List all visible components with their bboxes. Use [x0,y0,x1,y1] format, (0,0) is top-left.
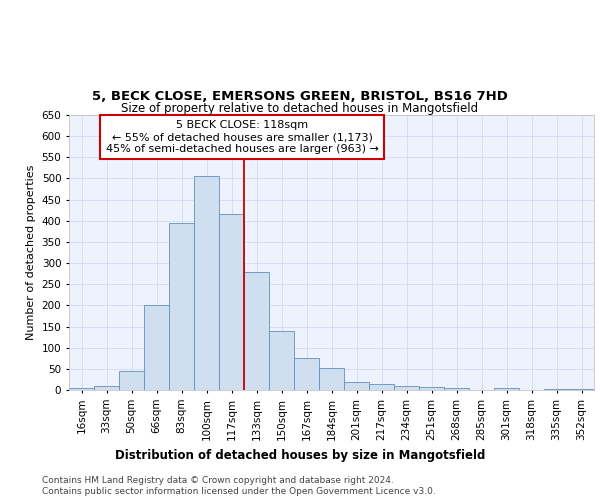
Bar [119,371,144,390]
Bar [269,331,294,390]
Bar [369,384,394,390]
Text: Distribution of detached houses by size in Mangotsfield: Distribution of detached houses by size … [115,450,485,462]
Bar [344,382,369,390]
Bar [69,388,94,390]
Text: 5 BECK CLOSE: 118sqm
← 55% of detached houses are smaller (1,173)
45% of semi-de: 5 BECK CLOSE: 118sqm ← 55% of detached h… [106,120,379,154]
Y-axis label: Number of detached properties: Number of detached properties [26,165,36,340]
Bar [569,389,594,390]
Text: Contains HM Land Registry data © Crown copyright and database right 2024.: Contains HM Land Registry data © Crown c… [42,476,394,485]
Bar [544,389,569,390]
Bar [94,386,119,390]
Bar [194,176,219,390]
Bar [244,272,269,390]
Bar [219,214,244,390]
Bar [144,306,169,390]
Bar [444,388,469,390]
Text: 5, BECK CLOSE, EMERSONS GREEN, BRISTOL, BS16 7HD: 5, BECK CLOSE, EMERSONS GREEN, BRISTOL, … [92,90,508,102]
Bar [294,358,319,390]
Bar [169,223,194,390]
Text: Size of property relative to detached houses in Mangotsfield: Size of property relative to detached ho… [121,102,479,115]
Bar [319,368,344,390]
Bar [419,387,444,390]
Bar [394,386,419,390]
Text: Contains public sector information licensed under the Open Government Licence v3: Contains public sector information licen… [42,487,436,496]
Bar [494,388,519,390]
